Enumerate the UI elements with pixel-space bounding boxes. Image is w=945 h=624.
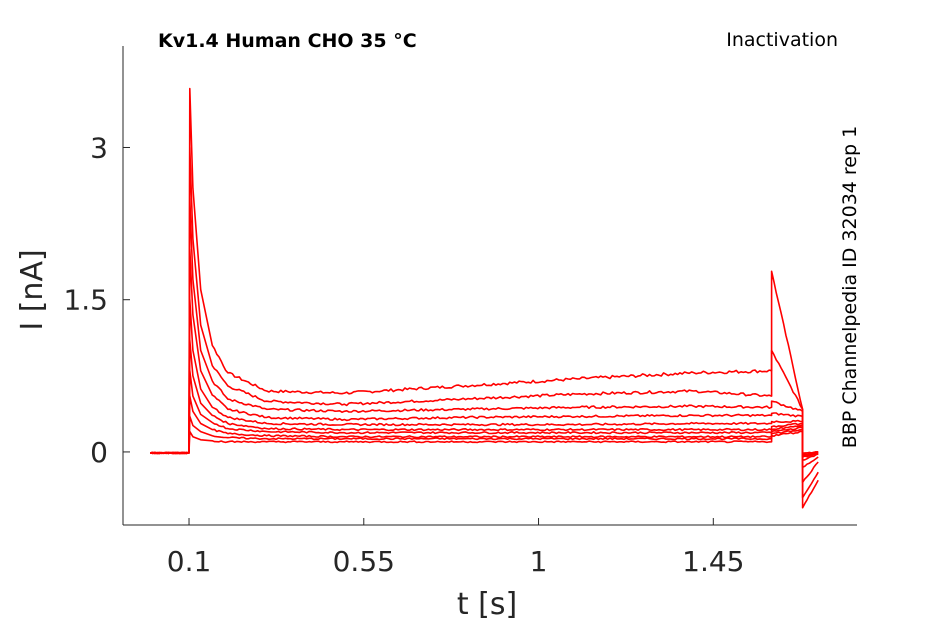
current-trace-7: [150, 369, 819, 457]
chart-title: Kv1.4 Human CHO 35 °C: [158, 30, 417, 52]
y-tick-label: 3: [90, 131, 108, 164]
y-ticks-group: 01.53: [63, 131, 130, 469]
x-tick-label: 1: [530, 545, 548, 578]
current-trace-5: [150, 298, 819, 461]
current-trace-10: [150, 430, 819, 455]
x-axis-label: t [s]: [457, 587, 517, 622]
current-trace-2: [150, 146, 819, 499]
current-trace-8: [150, 395, 819, 456]
x-tick-label: 0.55: [333, 545, 395, 578]
y-tick-label: 1.5: [63, 284, 108, 317]
protocol-label: Inactivation: [726, 29, 838, 51]
traces-group: [150, 87, 819, 509]
current-trace-4: [150, 248, 819, 468]
x-tick-label: 1.45: [682, 545, 744, 578]
current-trace-3: [150, 197, 819, 484]
y-axis-label: I [nA]: [15, 249, 50, 330]
current-trace-6: [150, 339, 819, 458]
x-tick-label: 0.1: [167, 545, 212, 578]
y-tick-label: 0: [90, 436, 108, 469]
source-id-label: BBP Channelpedia ID 32034 rep 1: [839, 126, 861, 448]
current-trace-1: [150, 87, 819, 509]
current-trace-9: [150, 415, 819, 455]
x-ticks-group: 0.1 0.55 1 1.45: [167, 518, 744, 578]
